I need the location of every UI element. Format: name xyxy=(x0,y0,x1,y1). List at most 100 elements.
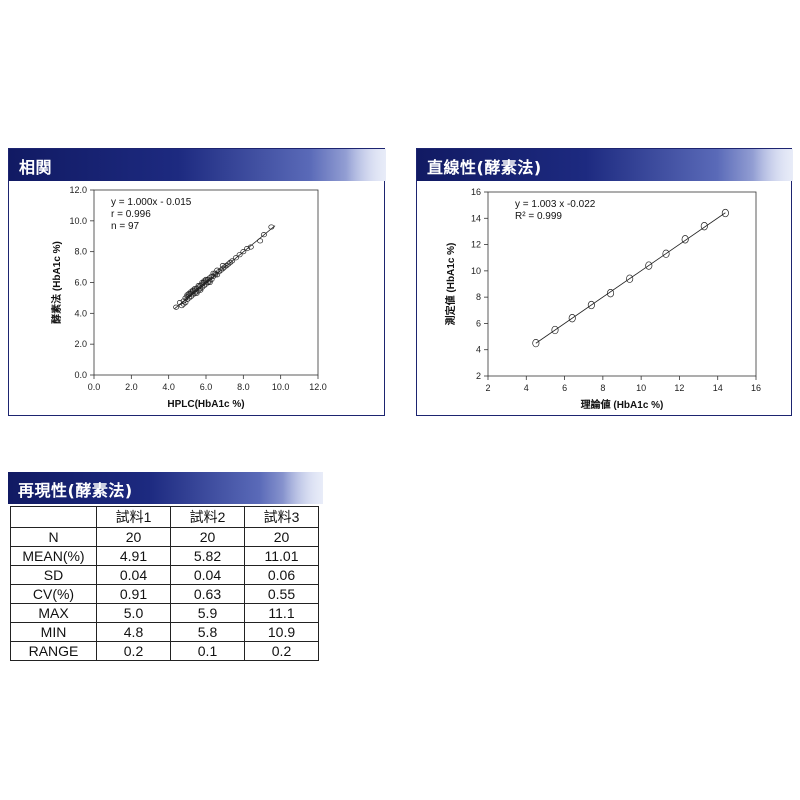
x-tick-label: 10 xyxy=(636,383,646,393)
x-tick-label: 16 xyxy=(751,383,761,393)
table-cell: 4.91 xyxy=(96,546,171,566)
data-point xyxy=(645,261,653,270)
reproducibility-header: 再現性(酵素法) xyxy=(8,472,323,504)
data-point xyxy=(532,338,540,348)
table-row: RANGE 0.2 0.1 0.2 xyxy=(10,641,319,661)
data-point xyxy=(197,286,204,292)
y-tick-label: 14 xyxy=(471,213,481,223)
row-label: N xyxy=(10,527,97,547)
y-tick-label: 4.0 xyxy=(74,308,87,318)
x-axis-label: HPLC(HbA1c %) xyxy=(167,399,244,410)
table-row: MAX 5.0 5.9 11.1 xyxy=(10,603,319,623)
x-tick-label: 14 xyxy=(713,383,723,393)
x-tick-label: 8.0 xyxy=(237,382,250,392)
data-point xyxy=(186,290,193,296)
table-cell: 11.1 xyxy=(244,603,319,623)
data-point xyxy=(182,299,189,306)
table-row: N 20 20 20 xyxy=(10,527,319,547)
data-point xyxy=(208,276,215,282)
data-point xyxy=(212,270,219,276)
table-cell: 0.1 xyxy=(170,641,245,661)
x-tick-label: 10.0 xyxy=(272,382,290,392)
table-cell: 5.82 xyxy=(170,546,245,566)
data-point xyxy=(227,259,234,266)
x-tick-label: 6.0 xyxy=(200,382,213,392)
correlation-panel: 相関 0.0 2.0 4.0 6.0 8.0 10.0 12.0 0.0 2.0 4.0 6.0 8.… xyxy=(8,148,386,416)
data-point xyxy=(197,287,204,293)
stat-annotation: R² = 0.999 xyxy=(515,211,562,222)
data-point xyxy=(195,283,202,289)
x-tick-label: 4.0 xyxy=(162,382,175,392)
x-axis-label: 理論値 (HbA1c %) xyxy=(581,398,664,411)
data-point xyxy=(186,292,193,298)
table-cell: 20 xyxy=(244,527,319,547)
stat-annotation: r = 0.996 xyxy=(111,209,151,220)
y-tick-label: 4 xyxy=(476,345,481,355)
y-tick-label: 12.0 xyxy=(69,185,87,195)
table-row: MEAN(%) 4.91 5.82 11.01 xyxy=(10,546,319,566)
data-point xyxy=(210,273,217,279)
data-point xyxy=(208,273,215,279)
data-point xyxy=(199,279,206,286)
data-point xyxy=(180,301,187,307)
row-label: SD xyxy=(10,565,97,585)
correlation-chart: 0.0 2.0 4.0 6.0 8.0 10.0 12.0 0.0 2.0 4.0 6.0 8.0 10… xyxy=(50,185,327,410)
table-cell: 0.63 xyxy=(170,584,245,604)
row-label: MAX xyxy=(10,603,97,623)
data-point xyxy=(260,232,267,238)
data-point xyxy=(188,289,195,295)
y-axis-label: 測定値 (HbA1c %) xyxy=(444,243,457,326)
x-tick-label: 12 xyxy=(674,383,684,393)
data-point xyxy=(606,289,615,298)
data-point xyxy=(236,252,243,258)
data-point xyxy=(206,279,213,286)
table-cell: 20 xyxy=(96,527,171,547)
x-tick-label: 2 xyxy=(485,383,490,393)
y-tick-label: 8.0 xyxy=(74,247,87,257)
data-point xyxy=(193,290,200,296)
x-tick-label: 12.0 xyxy=(309,382,327,392)
data-point xyxy=(201,278,208,284)
table-header-cell: 試料3 xyxy=(244,506,319,528)
data-point xyxy=(551,325,559,335)
data-point xyxy=(210,270,217,276)
data-point xyxy=(204,276,211,282)
data-point xyxy=(199,281,206,287)
table-header-cell: 試料2 xyxy=(170,506,245,528)
data-point xyxy=(721,208,729,218)
data-point xyxy=(662,249,670,258)
y-tick-label: 10 xyxy=(471,266,481,276)
data-point xyxy=(587,300,595,310)
data-point xyxy=(191,286,198,292)
x-tick-label: 4 xyxy=(524,383,529,393)
data-point xyxy=(173,304,180,310)
data-point xyxy=(232,255,239,261)
data-point xyxy=(626,274,634,283)
table-cell: 11.01 xyxy=(244,546,319,566)
row-label: MIN xyxy=(10,622,97,642)
data-point xyxy=(681,235,689,244)
data-point xyxy=(244,246,251,252)
correlation-panel-header xyxy=(9,149,386,181)
table-header-cell: 試料1 xyxy=(96,506,171,528)
row-label: RANGE xyxy=(10,641,97,661)
x-tick-label: 0.0 xyxy=(88,382,101,392)
table-cell: 0.91 xyxy=(96,584,171,604)
table-cell: 0.2 xyxy=(244,641,319,661)
table-body: N 20 20 20 MEAN(%) 4.91 5.82 11.01 SD 0.04 0.04 0.0… xyxy=(10,527,319,661)
table-cell: 4.8 xyxy=(96,622,171,642)
y-tick-label: 2.0 xyxy=(74,339,87,349)
data-point xyxy=(189,289,196,295)
data-point xyxy=(221,264,228,270)
data-point xyxy=(229,258,236,264)
stat-annotation: y = 1.000x - 0.015 xyxy=(111,197,192,208)
data-point xyxy=(247,244,254,250)
data-point xyxy=(219,262,226,269)
table-cell: 5.8 xyxy=(170,622,245,642)
table-cell: 0.06 xyxy=(244,565,319,585)
data-point xyxy=(206,278,213,284)
x-tick-label: 8 xyxy=(600,383,605,393)
x-tick-label: 2.0 xyxy=(125,382,138,392)
table-cell: 0.04 xyxy=(170,565,245,585)
x-tick-label: 6 xyxy=(562,383,567,393)
